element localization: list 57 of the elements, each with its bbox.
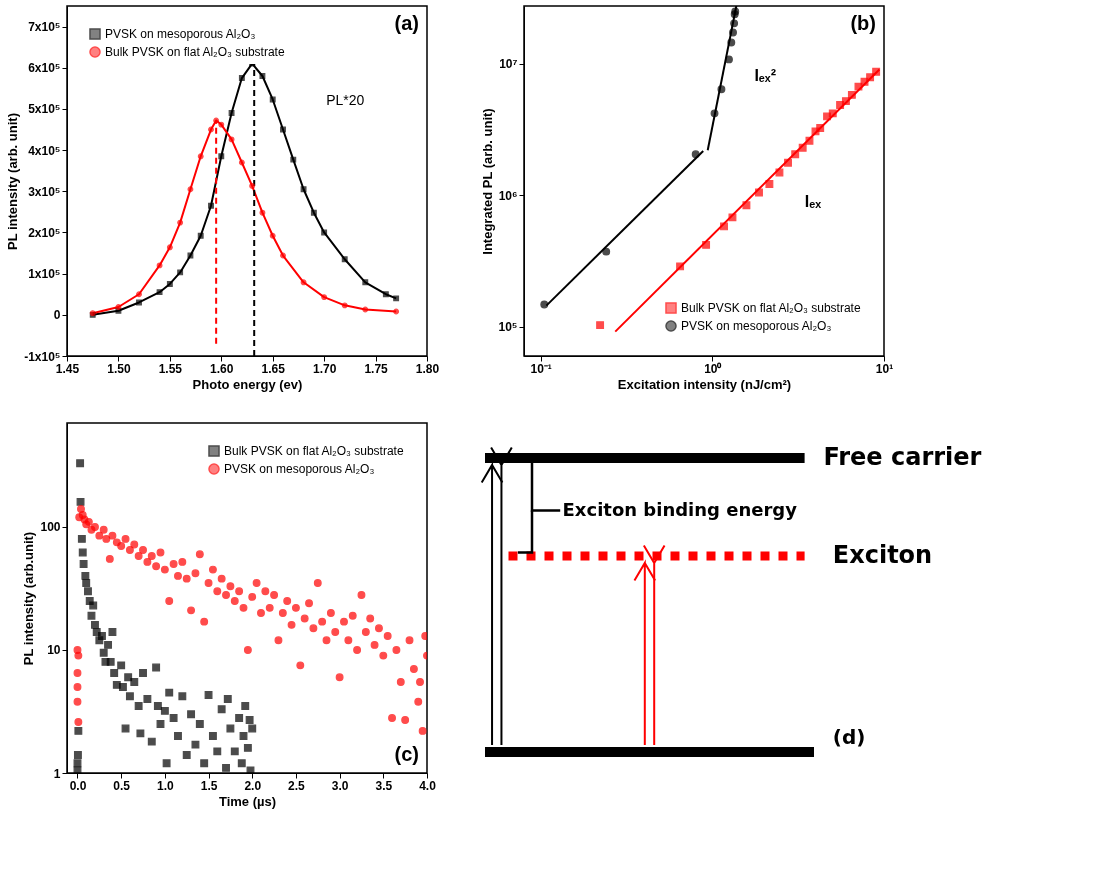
x-tick-label: 1.45 bbox=[55, 361, 80, 376]
y-tick-label: 100 bbox=[40, 520, 61, 535]
x-tick-label: 10⁰ bbox=[704, 361, 723, 376]
y-tick-label: 6x10⁵ bbox=[28, 61, 61, 76]
legend-label: PVSK on mesoporous Al₂O₃ bbox=[224, 462, 375, 476]
annotation: (b) bbox=[850, 12, 876, 34]
y-axis-title: PL intensity (arb. unit) bbox=[5, 113, 21, 250]
x-tick-label: 1.0 bbox=[157, 778, 175, 793]
y-tick-label: 10 bbox=[47, 643, 61, 658]
x-tick-label: 4.0 bbox=[419, 778, 437, 793]
text: (d) bbox=[832, 725, 866, 749]
x-tick-label: 1.5 bbox=[200, 778, 218, 793]
x-tick-label: 1.80 bbox=[415, 361, 440, 376]
y-tick-label: 10⁶ bbox=[498, 188, 518, 203]
y-tick-label: 7x10⁵ bbox=[28, 20, 61, 35]
y-tick-label: -1x10⁵ bbox=[24, 349, 61, 364]
x-tick-label: 0.0 bbox=[69, 778, 87, 793]
x-tick-label: 1.75 bbox=[364, 361, 389, 376]
x-tick-label: 3.0 bbox=[331, 778, 349, 793]
x-tick-label: 10¹ bbox=[875, 361, 894, 376]
x-axis-title: Time (µs) bbox=[218, 793, 277, 809]
annotation: PL*20 bbox=[326, 91, 365, 108]
y-axis-title: Integrated PL (arb. unit) bbox=[479, 108, 495, 255]
y-tick-label: 10⁷ bbox=[499, 57, 518, 72]
x-tick-label: 1.50 bbox=[107, 361, 131, 376]
legend-label: PVSK on mesoporous Al₂O₃ bbox=[105, 27, 256, 41]
text: Exciton binding energy bbox=[562, 498, 798, 520]
x-axis-title: Excitation intensity (nJ/cm²) bbox=[617, 376, 792, 392]
x-tick-label: 3.5 bbox=[375, 778, 393, 793]
y-tick-label: 0 bbox=[53, 308, 61, 323]
legend-label: Bulk PVSK on flat Al₂O₃ substrate bbox=[224, 444, 404, 458]
annotation: (a) bbox=[394, 12, 419, 34]
x-tick-label: 1.55 bbox=[158, 361, 183, 376]
text: Free carrier bbox=[823, 443, 982, 471]
legend-label: PVSK on mesoporous Al₂O₃ bbox=[681, 319, 832, 333]
y-tick-label: 10⁵ bbox=[498, 320, 518, 335]
x-tick-label: 2.0 bbox=[244, 778, 262, 793]
y-tick-label: 2x10⁵ bbox=[28, 225, 61, 240]
y-tick-label: 4x10⁵ bbox=[28, 143, 61, 158]
y-tick-label: 1x10⁵ bbox=[28, 267, 61, 282]
text: Exciton bbox=[832, 541, 933, 569]
y-tick-label: 5x10⁵ bbox=[28, 102, 61, 117]
annotation: Iₑₓ bbox=[804, 193, 822, 210]
y-tick-label: 1 bbox=[53, 766, 61, 781]
x-tick-label: 1.65 bbox=[261, 361, 286, 376]
legend-label: Bulk PVSK on flat Al₂O₃ substrate bbox=[105, 45, 285, 59]
y-axis-title: PL intensity (arb.unit) bbox=[21, 531, 37, 666]
x-tick-label: 2.5 bbox=[288, 778, 306, 793]
annotation: Iₑₓ² bbox=[754, 67, 777, 84]
x-tick-label: 0.5 bbox=[113, 778, 131, 793]
legend-label: Bulk PVSK on flat Al₂O₃ substrate bbox=[681, 301, 861, 315]
x-axis-title: Photo energy (ev) bbox=[192, 376, 303, 392]
annotation: (c) bbox=[394, 743, 419, 765]
x-tick-label: 1.70 bbox=[312, 361, 337, 376]
x-tick-label: 1.60 bbox=[210, 361, 234, 376]
x-tick-label: 10⁻¹ bbox=[530, 361, 552, 376]
y-tick-label: 3x10⁵ bbox=[28, 184, 61, 199]
